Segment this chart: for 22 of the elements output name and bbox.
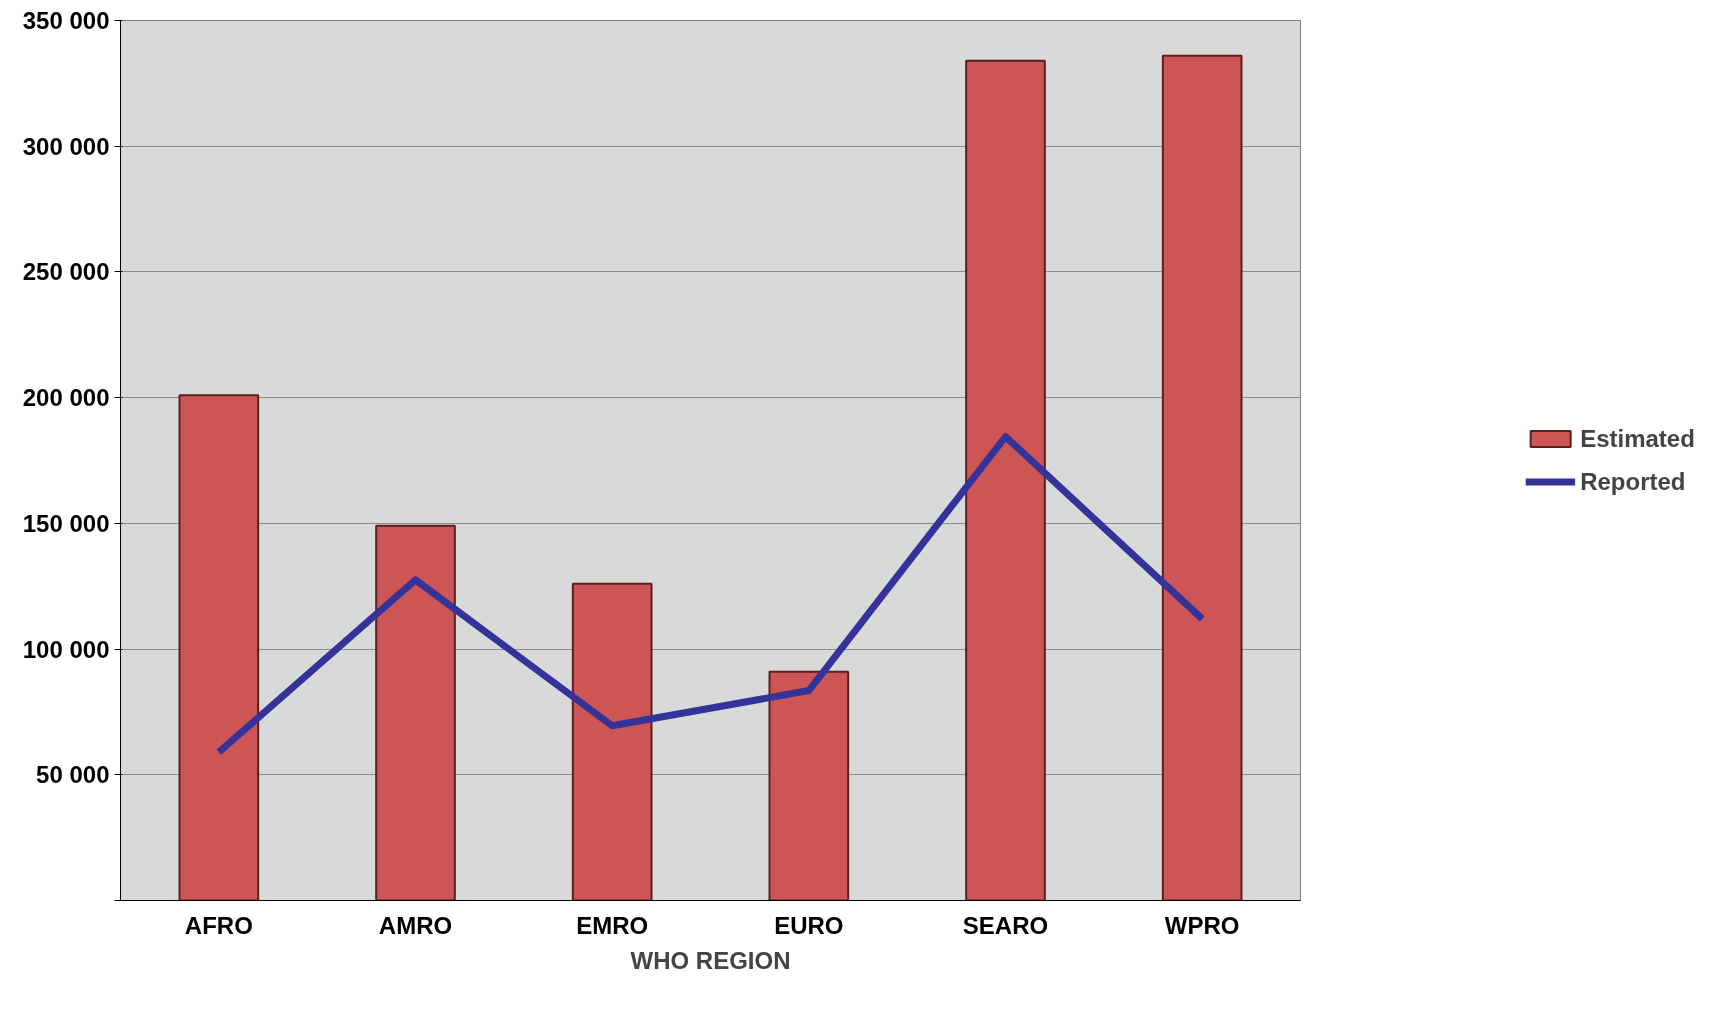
x-axis-title: WHO REGION — [630, 946, 791, 974]
legend-label: Reported — [1580, 467, 1686, 496]
x-tick-label: AMRO — [378, 911, 453, 939]
bar — [1161, 54, 1243, 901]
y-tick-label: 300 000 — [22, 132, 110, 160]
x-tick-label: SEARO — [962, 911, 1049, 939]
bar — [571, 582, 653, 901]
bar — [375, 524, 456, 901]
legend-label: Estimated — [1580, 424, 1695, 453]
y-tick-label: 250 000 — [22, 258, 110, 286]
x-tick-label: EMRO — [576, 911, 649, 939]
x-tick-label: WPRO — [1164, 911, 1240, 939]
bar — [768, 670, 850, 901]
bar — [965, 59, 1046, 901]
y-tick-label: 100 000 — [22, 635, 110, 663]
x-tick-label: AFRO — [184, 911, 253, 939]
y-tick-label: 350 000 — [22, 7, 110, 34]
bar — [178, 394, 260, 901]
y-tick-label: 50 000 — [36, 761, 110, 789]
x-tick-label: EURO — [774, 911, 844, 939]
y-tick-label: 150 000 — [22, 509, 110, 537]
y-tick-label: 200 000 — [22, 384, 110, 412]
